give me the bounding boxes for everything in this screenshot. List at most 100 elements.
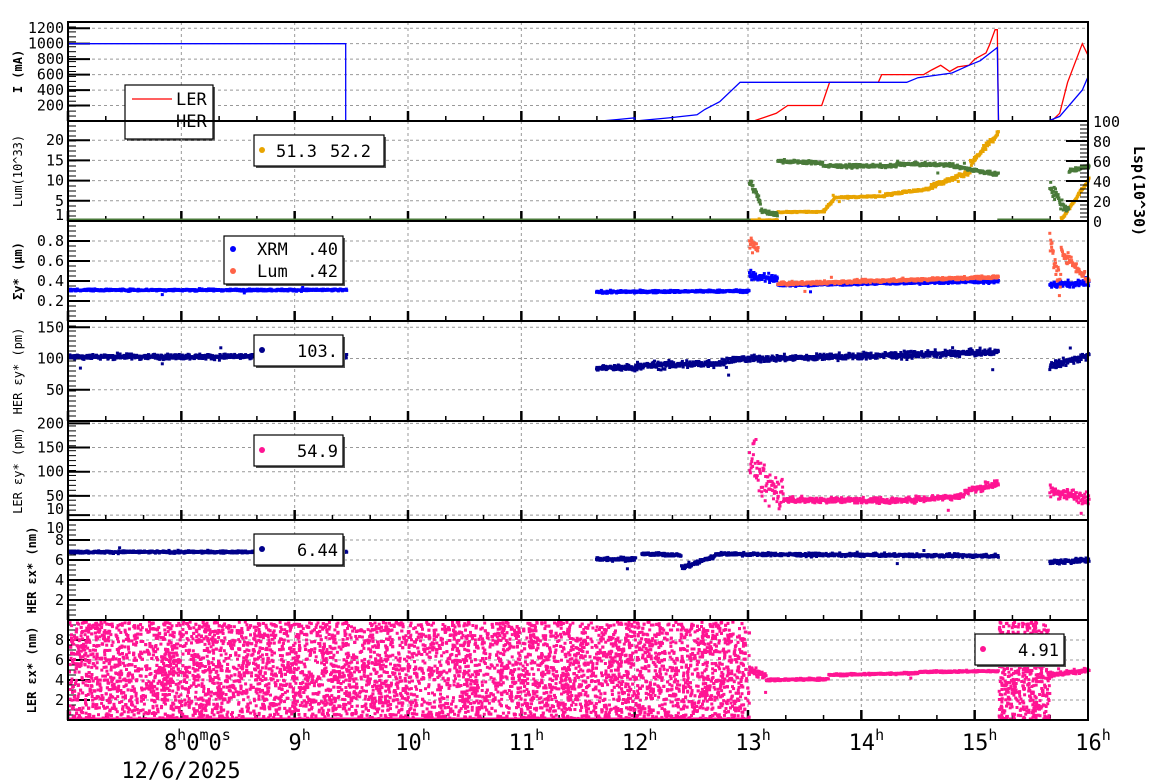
data-point [345,288,349,292]
y2-tick-label: 60 [1093,153,1111,171]
data-point [1051,189,1055,193]
data-point [782,158,786,161]
data-point [1062,203,1066,207]
data-point [940,182,944,186]
data-point [749,268,753,272]
data-point [1078,279,1082,283]
data-point [1060,198,1064,202]
data-point [1076,194,1080,198]
data-point [966,173,970,177]
data-point [1068,285,1072,289]
data-point [772,277,776,281]
data-point [751,251,754,255]
data-point [1066,278,1070,282]
data-point [771,210,775,214]
y-tick-label: 200 [37,97,64,115]
data-point [1077,284,1081,288]
data-point [831,193,835,197]
y-tick-label: 5 [55,192,64,210]
data-point [754,272,758,276]
data-point [750,278,754,282]
y2-tick-label: 20 [1093,193,1111,211]
data-point [757,194,761,198]
data-point [753,246,757,250]
y2-tick-label: 80 [1093,133,1111,151]
y-tick-label: 1 [55,206,64,224]
data-point [160,293,164,297]
series-line-her [68,43,1089,122]
data-point [781,161,785,165]
data-point [775,214,779,218]
data-point [757,277,761,281]
data-point [987,143,991,147]
data-point [758,199,762,203]
legend-value: 51.3 [276,142,317,162]
data-point [981,150,985,153]
data-point [748,275,752,279]
data-point [1049,180,1053,184]
data-point [1050,285,1054,289]
data-point [951,162,955,166]
data-point [1071,285,1075,289]
legend-box [253,134,385,167]
data-point [988,169,992,173]
data-point [993,137,996,141]
data-point [996,171,1000,175]
data-point [756,246,760,249]
data-point [775,276,779,280]
data-point [1056,193,1060,197]
y2-tick-label: 100 [1093,113,1120,131]
data-point [948,179,952,183]
data-point [1078,193,1081,197]
data-point [1053,193,1057,197]
data-point [820,162,824,166]
data-point [790,279,794,283]
y2-axis-label: Lsp(10^30) [1130,146,1148,236]
y-tick-label: 10 [46,172,64,190]
panel-frame [67,21,1089,122]
data-point [767,209,771,213]
data-point [1064,204,1067,208]
data-point [762,274,766,278]
data-point [996,279,1000,282]
data-point [962,175,966,179]
y-axis-label: Σy* (μm) [11,242,25,300]
data-point [748,271,751,275]
data-point [299,289,303,293]
data-point [951,178,955,182]
data-point [1073,284,1077,288]
y-tick-label: 0.6 [37,252,64,270]
data-point [748,246,752,250]
y-tick-label: 800 [37,50,64,68]
data-point [1050,186,1054,190]
data-point [934,185,938,189]
data-point [926,282,930,285]
data-point [1087,176,1091,180]
data-point [1063,214,1067,218]
y2-tick-label: 0 [1093,213,1102,231]
data-point [1081,279,1085,283]
data-point [936,171,940,175]
data-point [984,147,988,151]
data-point [973,158,977,162]
y-tick-label: 0.4 [37,272,64,290]
data-point [996,133,999,137]
data-point [760,207,764,211]
legend-box [124,84,214,140]
data-point [773,279,777,283]
data-point [752,271,756,274]
data-point [1053,280,1057,284]
data-point [754,242,758,246]
data-point [242,291,246,295]
y-tick-label: 1000 [28,35,64,53]
data-point [894,164,898,168]
data-point [837,200,841,204]
data-point [803,289,807,293]
data-point [800,280,804,283]
data-point [751,183,755,187]
data-point [752,243,756,247]
y-tick-label: 20 [46,131,64,149]
